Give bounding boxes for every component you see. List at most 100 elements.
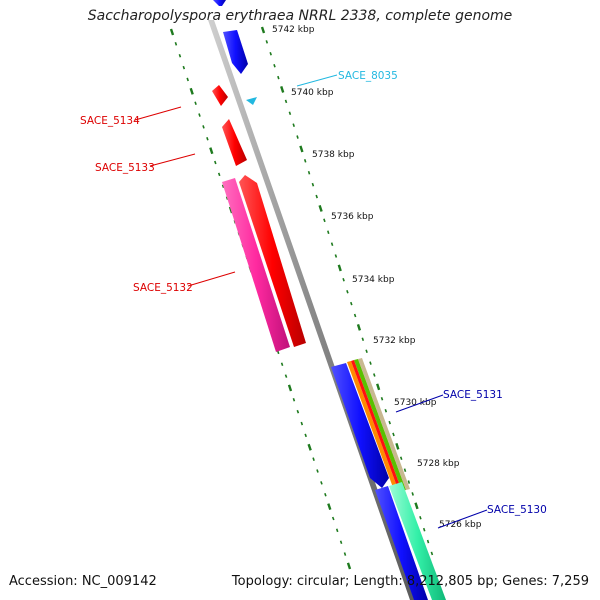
tick-mark (361, 337, 365, 342)
tick-mark (303, 159, 307, 163)
tick-mark (214, 160, 217, 165)
tick-mark (320, 481, 323, 485)
leader-sace-5131 (395, 394, 444, 413)
gene-label-sace-5132: SACE_5132 (133, 282, 193, 294)
tick-mark (315, 194, 318, 199)
tick-mark (346, 289, 349, 294)
tick-mark (292, 398, 296, 402)
tick-mark (335, 528, 339, 533)
tick-mark (331, 516, 335, 521)
tick-mark (395, 442, 400, 450)
tick-mark (419, 515, 422, 520)
tick-mark (280, 86, 285, 93)
tick-label-5740: 5740 kbp (291, 88, 334, 98)
leader-sace-5130 (437, 509, 488, 529)
tick-mark (373, 373, 376, 377)
tick-mark (356, 324, 362, 331)
tick-mark (388, 420, 391, 425)
gene-label-sace-5133: SACE_5133 (95, 162, 155, 174)
tick-mark (324, 492, 327, 497)
tick-mark (327, 230, 330, 235)
tick-mark (353, 313, 357, 318)
tick-mark (369, 361, 372, 365)
tick-mark (296, 135, 299, 139)
tick-mark (284, 99, 288, 104)
tick-mark (296, 409, 300, 414)
tick-label-5736: 5736 kbp (331, 212, 374, 222)
tick-label-5728: 5728 kbp (417, 459, 460, 469)
leader-sace-5132 (187, 271, 236, 287)
tick-mark (265, 40, 269, 44)
outer-tick-track (260, 26, 434, 556)
tick-mark (346, 562, 352, 570)
tick-mark (307, 170, 311, 175)
tick-mark (178, 53, 182, 58)
tick-mark (334, 254, 338, 258)
gene-blue-upper (223, 30, 248, 74)
tick-mark (217, 172, 221, 177)
tick-mark (376, 383, 381, 391)
tick-mark (399, 456, 403, 461)
gene-label-sace-8035: SACE_8035 (338, 70, 398, 82)
gene-label-sace-5134: SACE_5134 (80, 115, 140, 127)
tick-mark (339, 540, 343, 544)
leader-sace-5133 (149, 153, 196, 167)
tick-label-5726: 5726 kbp (439, 520, 482, 530)
tick-mark (280, 362, 284, 366)
tick-mark (323, 218, 326, 223)
tick-mark (189, 87, 194, 95)
tick-mark (330, 242, 334, 246)
tick-mark (284, 374, 288, 378)
gene-sace-5132 (222, 178, 290, 352)
gene-label-leaders (134, 74, 488, 529)
tick-labels: 5742 kbp 5740 kbp 5738 kbp 5736 kbp 5734… (272, 25, 482, 530)
tick-mark (342, 278, 345, 282)
gene-green-stripe (354, 359, 406, 491)
gene-labels: SACE_8035 SACE_5134 SACE_5133 SACE_5132 … (80, 70, 547, 516)
tick-mark (174, 42, 178, 46)
tick-mark (169, 28, 175, 36)
tick-mark (198, 113, 201, 117)
tick-mark (206, 137, 209, 141)
gene-label-sace-5130: SACE_5130 (487, 504, 547, 516)
leader-sace-5134 (134, 106, 182, 121)
tick-mark (316, 469, 319, 473)
tick-mark (365, 349, 368, 353)
gene-label-sace-5131: SACE_5131 (443, 389, 503, 401)
tick-mark (221, 184, 225, 189)
gene-features (212, 0, 446, 600)
gene-sace-5130 (389, 482, 446, 600)
tick-mark (350, 301, 353, 306)
tick-mark (380, 397, 384, 401)
gene-blue-top (213, 0, 226, 6)
tick-mark (307, 443, 312, 451)
tick-mark (269, 52, 272, 56)
gene-red-long (239, 175, 306, 347)
gene-sace-5134 (212, 85, 228, 106)
tick-mark (337, 264, 342, 272)
tick-mark (304, 433, 307, 438)
tick-mark (318, 205, 323, 212)
tick-mark (411, 492, 414, 496)
accession-text: Accession: NC_009142 (9, 574, 157, 589)
tick-label-5732: 5732 kbp (373, 336, 416, 346)
tick-mark (312, 457, 315, 461)
gene-sace-8035 (246, 97, 257, 105)
tick-mark (343, 552, 347, 556)
tick-mark (426, 539, 430, 544)
tick-mark (311, 182, 315, 187)
genome-summary: Topology: circular; Length: 8,212,805 bp… (231, 574, 589, 589)
tick-mark (273, 63, 276, 68)
tick-label-5734: 5734 kbp (352, 275, 395, 285)
tick-mark (194, 101, 197, 105)
tick-mark (202, 125, 205, 129)
tick-label-5738: 5738 kbp (312, 150, 355, 160)
gene-red-stripe (351, 360, 402, 492)
tick-mark (327, 503, 332, 510)
tick-mark (422, 527, 426, 532)
tick-mark (260, 26, 266, 34)
tick-mark (300, 421, 304, 426)
tick-mark (186, 77, 189, 82)
tick-mark (292, 123, 295, 127)
